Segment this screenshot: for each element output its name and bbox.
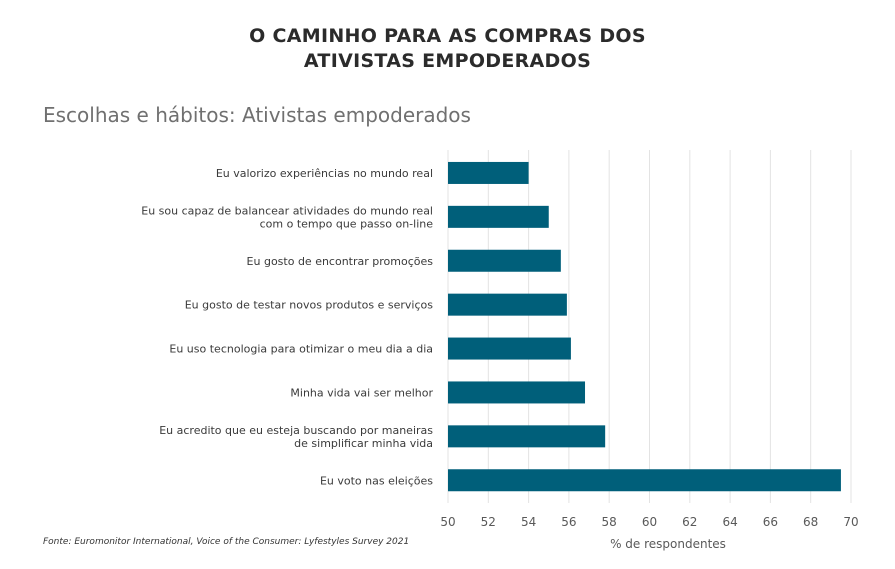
gridlines <box>447 150 852 503</box>
title-line-2: ATIVISTAS EMPODERADOS <box>303 50 592 72</box>
x-tick-label: 54 <box>521 515 536 529</box>
bar <box>448 469 841 492</box>
bar <box>448 161 529 184</box>
x-tick-label: 70 <box>843 515 858 529</box>
x-tick-label: 66 <box>763 515 778 529</box>
x-tick-label: 62 <box>682 515 697 529</box>
x-tick-labels: 50 52 54 56 58 60 62 64 66 68 70 <box>440 515 858 529</box>
chart-title: O CAMINHO PARA AS COMPRAS DOS ATIVISTAS … <box>0 24 895 74</box>
bar <box>448 293 567 316</box>
category-label: Eu gosto de testar novos produtos e serv… <box>185 299 434 312</box>
bar <box>448 205 549 228</box>
category-label: Eu sou capaz de balancear atividades do … <box>141 204 433 230</box>
bar <box>448 249 561 272</box>
title-line-1: O CAMINHO PARA AS COMPRAS DOS <box>249 25 646 47</box>
category-label: Eu valorizo experiências no mundo real <box>216 167 433 180</box>
x-axis-title: % de respondentes <box>610 537 726 551</box>
x-tick-label: 58 <box>602 515 617 529</box>
category-label: Eu voto nas eleições <box>320 474 433 487</box>
source-note: Fonte: Euromonitor International, Voice … <box>43 537 410 547</box>
x-tick-label: 64 <box>722 515 737 529</box>
x-tick-label: 60 <box>642 515 657 529</box>
x-tick-label: 52 <box>481 515 496 529</box>
x-tick-label: 68 <box>803 515 818 529</box>
category-label: Eu uso tecnologia para otimizar o meu di… <box>169 343 433 356</box>
category-label: Eu acredito que eu esteja buscando por m… <box>159 424 433 450</box>
category-label: Minha vida vai ser melhor <box>290 386 433 399</box>
chart-subtitle: Escolhas e hábitos: Ativistas empoderado… <box>43 103 471 127</box>
bar <box>448 381 586 404</box>
category-label: Eu gosto de encontrar promoções <box>247 255 434 268</box>
bar <box>448 337 571 360</box>
x-tick-label: 50 <box>440 515 455 529</box>
bars <box>448 161 841 492</box>
category-labels: Eu valorizo experiências no mundo real Eu… <box>141 167 433 487</box>
x-tick-label: 56 <box>561 515 576 529</box>
bar <box>448 425 606 448</box>
